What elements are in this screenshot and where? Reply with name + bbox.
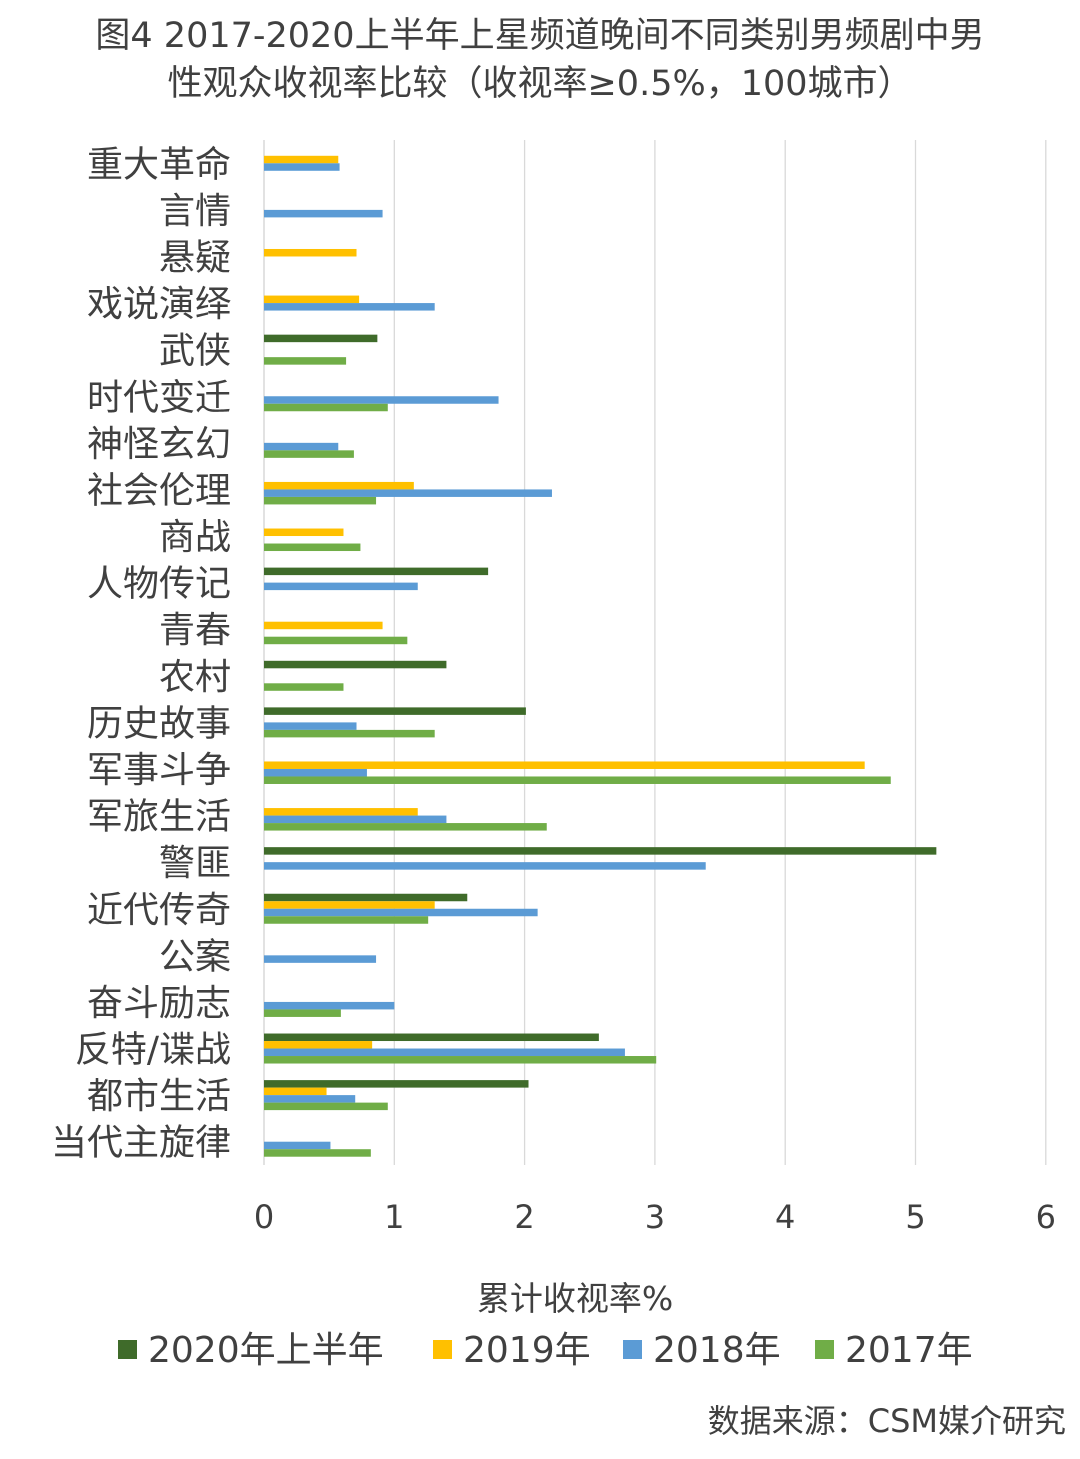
category-label: 戏说演绎 [87,284,231,325]
bar [264,1149,371,1157]
category-label: 社会伦理 [87,470,231,511]
bar [264,1056,657,1064]
category-label: 反特/谍战 [75,1030,231,1071]
category-label: 时代变迁 [87,377,231,418]
bar [264,295,360,304]
bar [264,1087,327,1096]
bar [264,776,891,784]
bar [264,768,367,777]
category-label: 都市生活 [87,1076,231,1117]
legend-label: 2020年上半年 [148,1330,384,1371]
data-source: 数据来源：CSM媒介研究 [707,1402,1066,1440]
legend-label: 2017年 [845,1330,973,1371]
x-tick-label: 4 [775,1198,795,1236]
bar [264,916,429,924]
category-label: 人物传记 [87,564,231,605]
bar [264,450,354,458]
bar [264,901,435,909]
bar [264,489,552,497]
category-label: 当代主旋律 [51,1123,231,1164]
bar [264,862,706,870]
category-label: 悬疑 [159,237,231,278]
bar [264,248,357,257]
category-label: 奋斗励志 [87,983,231,1024]
legend-label: 2019年 [463,1330,591,1371]
bar [264,729,435,738]
chart-title: 图4 2017-2020上半年上星频道晚间不同类别男频剧中男 性观众收视率比较（… [0,12,1080,108]
category-label: 武侠 [159,331,231,372]
x-tick-label: 1 [384,1198,404,1236]
bar [264,660,447,669]
bar [264,955,377,963]
bar [264,481,414,490]
bar [264,334,378,343]
bar [264,908,538,917]
bar [264,163,340,171]
legend-swatch [433,1340,452,1359]
legend-swatch [623,1340,642,1359]
category-label: 青春 [159,610,231,651]
legend: 2020年上半年 2019年 2018年 2017年 [118,1330,973,1371]
legend-swatch [118,1340,137,1359]
category-label: 警匪 [159,843,231,884]
bar [264,303,435,311]
bar [264,396,499,404]
bar [264,683,344,691]
category-label: 近代传奇 [87,890,231,931]
bar [264,1009,341,1017]
bar [264,893,468,902]
category-label: 农村 [159,657,231,698]
bar [264,636,408,645]
bar [264,155,339,164]
bar [264,621,383,630]
bar [264,1048,625,1057]
category-label: 商战 [159,517,231,558]
bar [264,761,865,769]
legend-swatch [815,1340,834,1359]
bar [264,528,344,537]
bars [264,155,937,1157]
title-line-1: 图4 2017-2020上半年上星频道晚间不同类别男频剧中男 [95,16,985,56]
bar [264,209,383,218]
bar [264,496,377,505]
bar [264,1001,395,1010]
bar [264,1033,599,1042]
bar [264,1041,373,1049]
title-line-2: 性观众收视率比较（收视率≥0.5%，100城市） [167,64,913,104]
bar [264,567,489,576]
category-label: 重大革命 [87,144,231,185]
bar [264,1102,388,1111]
bar [264,707,526,715]
category-label: 言情 [159,191,231,232]
category-labels: 重大革命言情悬疑戏说演绎武侠时代变迁神怪玄幻社会伦理商战人物传记青春农村历史故事… [51,144,231,1163]
x-tick-label: 3 [645,1198,665,1236]
bar [264,1141,331,1150]
bar [264,808,418,816]
x-tick-label: 2 [514,1198,534,1236]
category-label: 军事斗争 [87,750,231,791]
bar [264,1080,529,1088]
bar [264,543,361,552]
category-label: 神怪玄幻 [87,424,231,465]
bar [264,823,547,831]
bar [264,357,347,365]
x-tick-label: 6 [1036,1198,1056,1236]
category-label: 军旅生活 [87,797,231,838]
bar [264,1095,356,1103]
x-tick-labels: 0 1 2 3 4 5 6 [254,1198,1056,1236]
category-label: 公案 [159,936,231,977]
bar [264,582,418,591]
bar [264,442,339,451]
bar [264,403,388,412]
category-label: 历史故事 [87,703,231,744]
gridlines [263,140,1047,1165]
x-axis-label: 累计收视率% [477,1279,673,1318]
x-tick-label: 5 [905,1198,925,1236]
legend-label: 2018年 [653,1330,781,1371]
bar [264,847,937,855]
x-tick-label: 0 [254,1198,274,1236]
bar [264,722,357,730]
bar [264,815,447,824]
